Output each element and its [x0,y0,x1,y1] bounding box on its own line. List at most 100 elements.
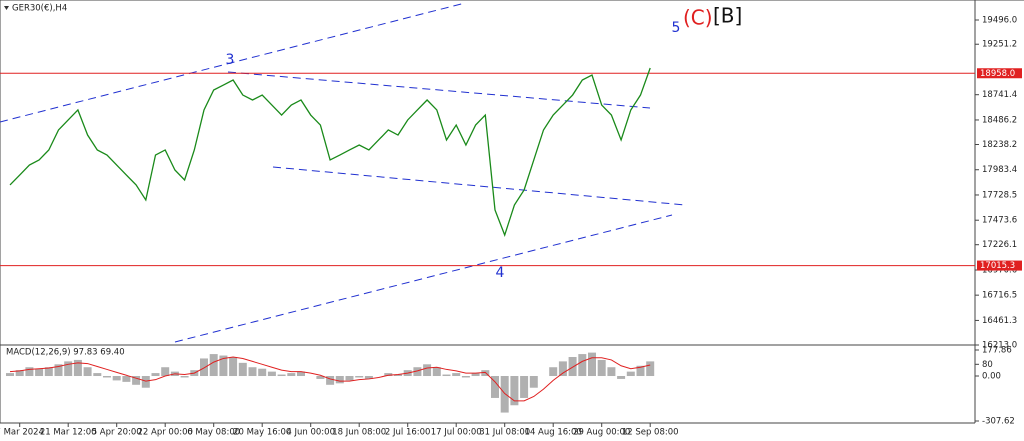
wave-label: [B] [713,4,742,28]
level-box [977,260,1022,271]
level-label: 18958.0 [980,69,1015,79]
macd-bar [180,376,189,378]
macd-bar [626,371,635,377]
macd-bar [452,373,461,377]
macd-bar [238,362,247,377]
wave-label: 4 [496,265,505,281]
wave-label: 3 [226,52,235,68]
macd-bar [287,373,296,377]
macd-bar [93,373,102,377]
macd-bar [529,376,538,388]
macd-bar [413,367,422,377]
level-label: 17015.3 [980,261,1015,271]
macd-bar [200,358,208,377]
macd-bar [141,376,150,388]
macd-bar [588,352,596,377]
x-tick-label: 20 May 16:00 [233,428,291,438]
menu-arrow[interactable] [4,6,9,10]
wave-label: 5 [672,20,681,36]
macd-bar [267,371,276,377]
macd-bar [558,361,567,377]
macd-bar [510,376,519,406]
macd-bar [345,376,354,381]
wave-label: (C) [683,6,713,30]
signal-line [9,356,651,402]
macd-bar [54,364,63,377]
macd-bar [549,367,558,377]
macd-bar [335,376,344,384]
macd-bar [25,367,34,377]
macd-bar [597,359,606,377]
x-tick-label: 21 Mar 12:00 [40,428,97,438]
trend-line [0,2,466,123]
macd-bar [568,356,577,377]
symbol-title: GER30(€),H4 [12,4,67,14]
macd-bar [122,376,131,382]
macd-bar [229,356,238,377]
level-box [977,68,1022,79]
macd-bar [6,373,14,377]
y-tick-label: 19496.0 [982,15,1017,25]
y-tick-label: 16213.0 [982,341,1017,351]
macd-bar [132,376,141,385]
macd-bar [209,354,218,377]
macd-bar [248,367,257,377]
y-tick-label: 17983.4 [982,165,1017,175]
x-tick-label: 6 May 08:00 [187,428,240,438]
y-tick-label: 18486.2 [982,115,1017,125]
y-tick-label: 18741.4 [982,90,1017,100]
trend-line [272,166,686,206]
macd-bar [35,368,44,377]
trend-line [227,71,651,109]
price-line [9,67,651,237]
macd-bar [432,367,441,377]
macd-bar [500,376,509,413]
macd-bar [297,371,305,377]
x-tick-label: 17 Jul 00:00 [431,428,482,438]
macd-bar [442,374,451,377]
x-tick-label: 5 Apr 20:00 [92,428,142,438]
macd-bar [112,376,121,381]
y-tick-label: 177.86 [982,346,1012,356]
macd-bar [394,374,402,377]
x-tick-label: 12 Sep 08:00 [622,428,679,438]
y-tick-label: 18238.2 [982,140,1017,150]
x-tick-label: 14 Aug 16:00 [525,428,582,438]
macd-bar [520,376,529,398]
macd-bar [258,368,267,377]
y-tick-label: -307.62 [982,417,1015,427]
macd-bar [103,376,111,378]
x-tick-label: 7 Mar 2024 [0,428,44,438]
macd-bar [636,365,645,377]
trend-line [174,214,673,343]
macd-bar [64,361,73,377]
x-tick-label: 2 Jul 16:00 [385,428,431,438]
x-tick-label: 4 Jun 00:00 [286,428,335,438]
macd-bar [83,367,92,377]
macd-bar [423,364,432,377]
x-tick-label: 31 Jul 08:00 [479,428,530,438]
x-tick-label: 18 Jun 08:00 [332,428,386,438]
y-tick-label: 17226.1 [982,240,1017,250]
macd-bar [355,376,364,378]
macd-bar [73,359,82,377]
macd-bar [219,355,228,377]
x-tick-label: 22 Apr 00:00 [137,428,192,438]
macd-bar [277,374,286,377]
y-tick-label: 16461.3 [982,316,1017,326]
macd-bar [617,376,626,379]
macd-bar [384,373,393,377]
macd-bar [461,376,470,378]
macd-bar [471,373,480,377]
macd-bar [364,376,373,379]
macd-bar [607,367,616,377]
macd-bar [326,376,335,385]
macd-title: MACD(12,26,9) 97.83 69.40 [6,348,125,358]
macd-bar [646,361,655,377]
y-tick-label: 17728.5 [982,190,1017,200]
macd-bar [481,370,490,377]
macd-bar [161,367,170,377]
macd-bar [15,370,24,377]
macd-bar [151,373,160,377]
